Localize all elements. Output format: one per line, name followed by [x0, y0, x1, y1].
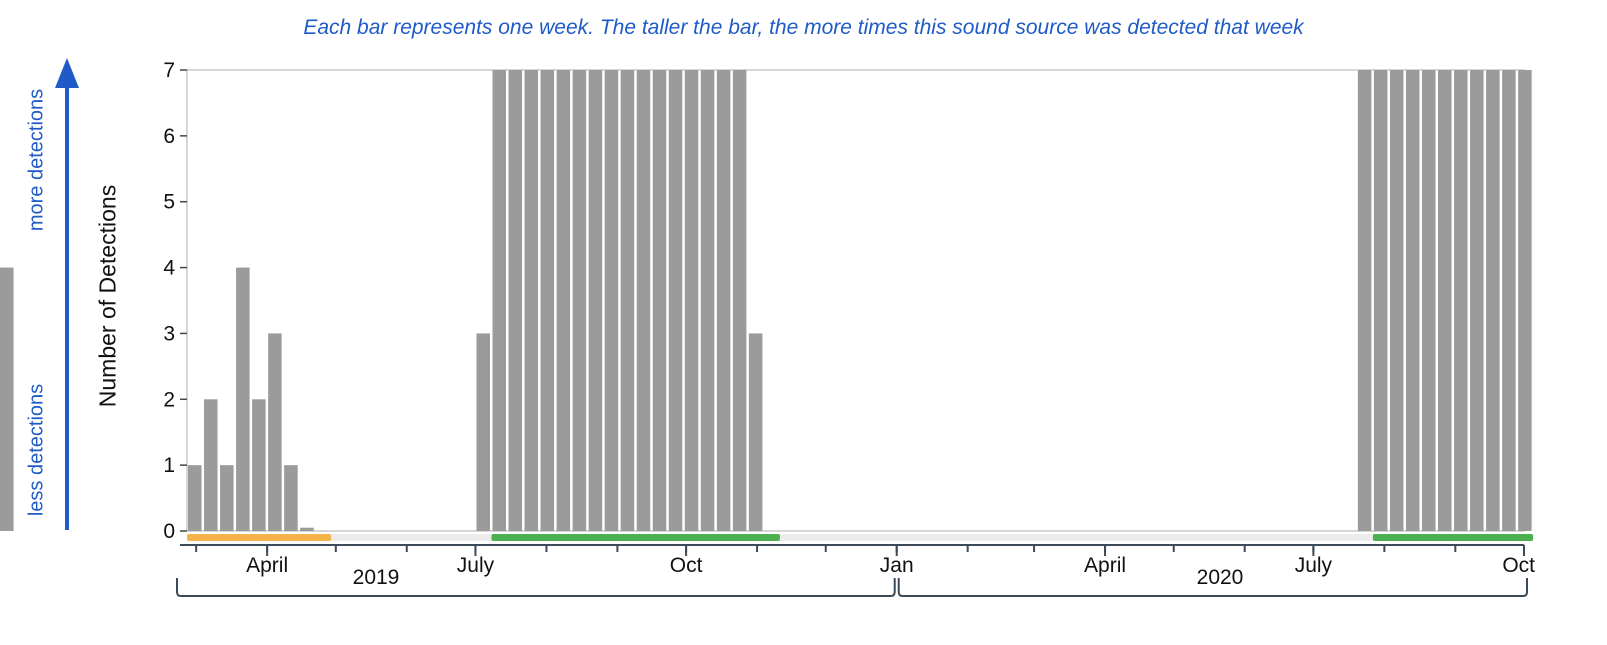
- bar: [492, 70, 507, 531]
- bar: [620, 70, 635, 531]
- bar: [300, 527, 314, 531]
- orange-range-bar: [187, 534, 332, 541]
- bar: [236, 267, 250, 531]
- bar: [1486, 70, 1500, 531]
- x-tick-label: July: [1295, 554, 1333, 577]
- bar: [1421, 70, 1436, 531]
- x-tick-label: April: [246, 554, 288, 577]
- bar: [652, 70, 667, 531]
- chart-caption: Each bar represents one week. The taller…: [303, 16, 1304, 39]
- y-tick-label: 0: [163, 520, 175, 543]
- plot-frame: [186, 69, 1525, 532]
- x-tick-label: Oct: [1502, 554, 1535, 577]
- bar: [556, 70, 571, 531]
- bar: [588, 70, 603, 531]
- bar: [524, 70, 539, 531]
- x-tick-label: April: [1084, 554, 1126, 577]
- bar: [188, 465, 202, 531]
- bar: [668, 70, 683, 531]
- y-tick-label: 5: [163, 191, 175, 214]
- bar: [572, 70, 587, 531]
- green-range-bar: [1372, 534, 1534, 541]
- bar: [700, 70, 715, 531]
- bar: [1438, 70, 1452, 531]
- bar: [1518, 70, 1532, 531]
- bar: [1454, 70, 1468, 531]
- bar: [476, 333, 490, 531]
- bar: [0, 267, 14, 531]
- y-tick-label: 1: [163, 454, 175, 477]
- x-tick-label: Oct: [670, 554, 703, 577]
- bar: [636, 70, 651, 531]
- bar: [284, 465, 298, 531]
- bar: [1389, 70, 1404, 531]
- y-tick-label: 7: [163, 59, 175, 82]
- bar: [1502, 70, 1516, 531]
- x-tick-label: Jan: [880, 554, 914, 577]
- bar: [1405, 70, 1420, 531]
- arrow-head-icon: [55, 58, 79, 88]
- range-track: [187, 534, 1524, 541]
- bar: [204, 399, 218, 531]
- year-label: 2020: [1197, 566, 1244, 589]
- green-range-bar: [491, 534, 780, 541]
- bar: [684, 70, 699, 531]
- bar: [604, 70, 619, 531]
- year-bracket: [897, 578, 1528, 597]
- bar: [716, 70, 731, 531]
- bar: [268, 333, 282, 531]
- y-tick-label: 6: [163, 125, 175, 148]
- bar: [220, 465, 234, 531]
- bar: [508, 70, 523, 531]
- bar: [1357, 70, 1372, 531]
- bar: [748, 333, 763, 531]
- bar: [252, 399, 266, 531]
- x-tick-label: July: [457, 554, 495, 577]
- bar: [1373, 70, 1388, 531]
- bar: [540, 70, 555, 531]
- year-bracket: [176, 578, 896, 597]
- bar: [1470, 70, 1484, 531]
- y-tick-label: 3: [163, 322, 175, 345]
- y-tick-label: 2: [163, 388, 175, 411]
- bar: [732, 70, 747, 531]
- y-tick-label: 4: [163, 257, 175, 280]
- year-label: 2019: [353, 566, 400, 589]
